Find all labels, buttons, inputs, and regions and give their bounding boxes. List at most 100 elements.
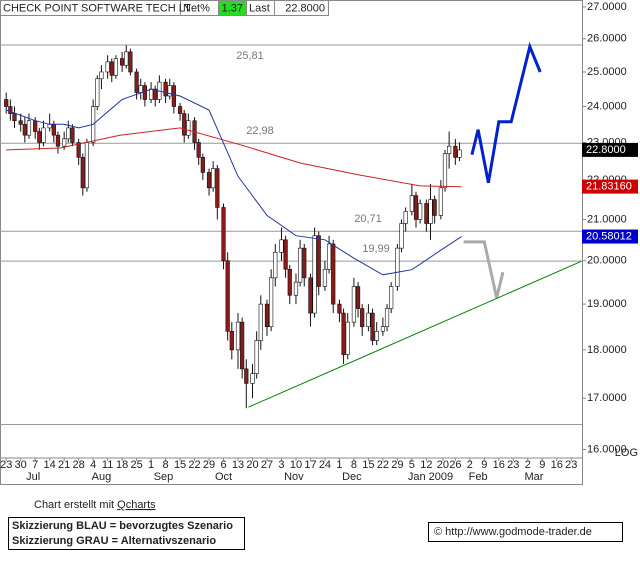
candle-body <box>196 142 201 158</box>
x-tick-label: 4 <box>90 459 96 471</box>
candle-body <box>244 368 249 384</box>
candle-body <box>279 239 284 253</box>
plot-frame <box>0 0 583 485</box>
candle-body <box>345 321 350 355</box>
y-tick-label: 19.0000 <box>587 298 627 310</box>
legend-box <box>8 517 245 550</box>
candle-body <box>287 268 292 296</box>
x-tick-label: 8 <box>351 459 357 471</box>
x-tick-label: 16 <box>493 459 505 471</box>
x-tick-label: 3 <box>278 459 284 471</box>
y-tick-label: 26.0000 <box>587 33 627 45</box>
candle-body <box>370 312 375 341</box>
price-marker-label: 21.83160 <box>586 181 632 193</box>
credit-tool: Qcharts <box>117 499 156 511</box>
candle-body <box>453 145 458 158</box>
x-tick-label: 9 <box>481 459 487 471</box>
level-label: 20,71 <box>354 213 382 225</box>
overlay-line <box>6 88 462 276</box>
x-tick-label: 7 <box>32 459 38 471</box>
candle-body <box>37 131 42 143</box>
x-tick-label: 29 <box>203 459 215 471</box>
candle-body <box>337 303 342 314</box>
y-tick-label: 16.0000 <box>587 443 627 455</box>
candle-body <box>186 120 191 136</box>
y-tick-label: 17.0000 <box>587 392 627 404</box>
candle-body <box>80 157 85 189</box>
level-label: 25,81 <box>236 50 264 62</box>
candle-body <box>360 308 365 327</box>
candle-body <box>293 281 299 296</box>
x-tick-label: 1 <box>336 459 342 471</box>
x-tick-label: 18 <box>116 459 128 471</box>
candle-body <box>200 157 205 173</box>
candle-body <box>113 58 119 76</box>
candle-body <box>99 71 104 80</box>
x-tick-label: 22 <box>377 459 389 471</box>
y-tick-label: 25.0000 <box>587 66 627 78</box>
x-tick-label: 27 <box>261 459 273 471</box>
x-tick-label: 13 <box>232 459 244 471</box>
header-last: 22.8000 <box>285 2 325 14</box>
level-label: 19,99 <box>362 243 390 255</box>
candle-body <box>438 187 443 216</box>
x-tick-label: 9 <box>539 459 545 471</box>
month-label: Jul <box>26 471 40 483</box>
candle-body <box>316 235 321 287</box>
candle-body <box>128 51 133 73</box>
candle-body <box>240 321 245 370</box>
legend-blue: Skizzierung BLAU = bevorzugtes Szenario <box>12 520 233 532</box>
candle-body <box>55 134 61 147</box>
candle-body <box>225 260 230 332</box>
candle-body <box>331 243 336 305</box>
header: CHECK POINT SOFTWARE TECH LT Net% 1.37 L… <box>0 0 329 16</box>
candle-body <box>142 85 147 100</box>
candle-body <box>326 243 332 270</box>
price-marker <box>582 229 638 244</box>
candle-body <box>418 203 423 220</box>
candle-body <box>51 124 56 136</box>
price-marker-label: 22.8000 <box>586 144 626 156</box>
candle-body <box>8 106 13 114</box>
candle-body <box>66 127 71 140</box>
credit-text: Chart erstellt mit <box>34 499 117 511</box>
legend-gray: Skizzierung GRAU = Alternativszenario <box>12 535 216 547</box>
candle-body <box>33 120 38 132</box>
candle-body <box>254 340 259 374</box>
candle-body <box>380 326 385 332</box>
header-net: 1.37 <box>222 2 243 14</box>
y-tick-label: 18.0000 <box>587 344 627 356</box>
candle-body <box>167 85 172 97</box>
price-marker <box>582 142 638 157</box>
candle-body <box>153 88 158 100</box>
candle-body <box>62 138 67 147</box>
month-label: Nov <box>284 471 304 483</box>
candle-body <box>283 239 288 270</box>
x-tick-label: 12 <box>420 459 432 471</box>
candle-body <box>76 142 81 158</box>
x-tick-label: 11 <box>102 459 113 471</box>
candle-body <box>163 81 168 97</box>
x-tick-label: 2 <box>525 459 531 471</box>
price-marker-label: 20.58012 <box>586 230 632 242</box>
candle-body <box>211 168 216 189</box>
candle-body <box>432 199 437 216</box>
candle-body <box>269 277 274 327</box>
header-title: CHECK POINT SOFTWARE TECH LT <box>3 2 191 14</box>
candle-body <box>182 113 187 136</box>
y-tick-label: 27.0000 <box>587 1 627 13</box>
level-label: 22,98 <box>246 125 274 137</box>
price-marker <box>582 179 638 194</box>
candle-body <box>22 124 27 136</box>
month-label: Feb <box>469 471 488 483</box>
x-tick-label: 14 <box>44 459 56 471</box>
x-tick-label: 30 <box>15 459 27 471</box>
candle-body <box>138 85 143 93</box>
candle-body <box>177 106 183 114</box>
month-label: Sep <box>154 471 174 483</box>
candle-body <box>250 373 255 384</box>
x-tick-label: 15 <box>174 459 186 471</box>
credit: Chart erstellt mit Qcharts <box>34 499 156 511</box>
candle-body <box>171 85 176 107</box>
candle-body <box>389 286 394 309</box>
